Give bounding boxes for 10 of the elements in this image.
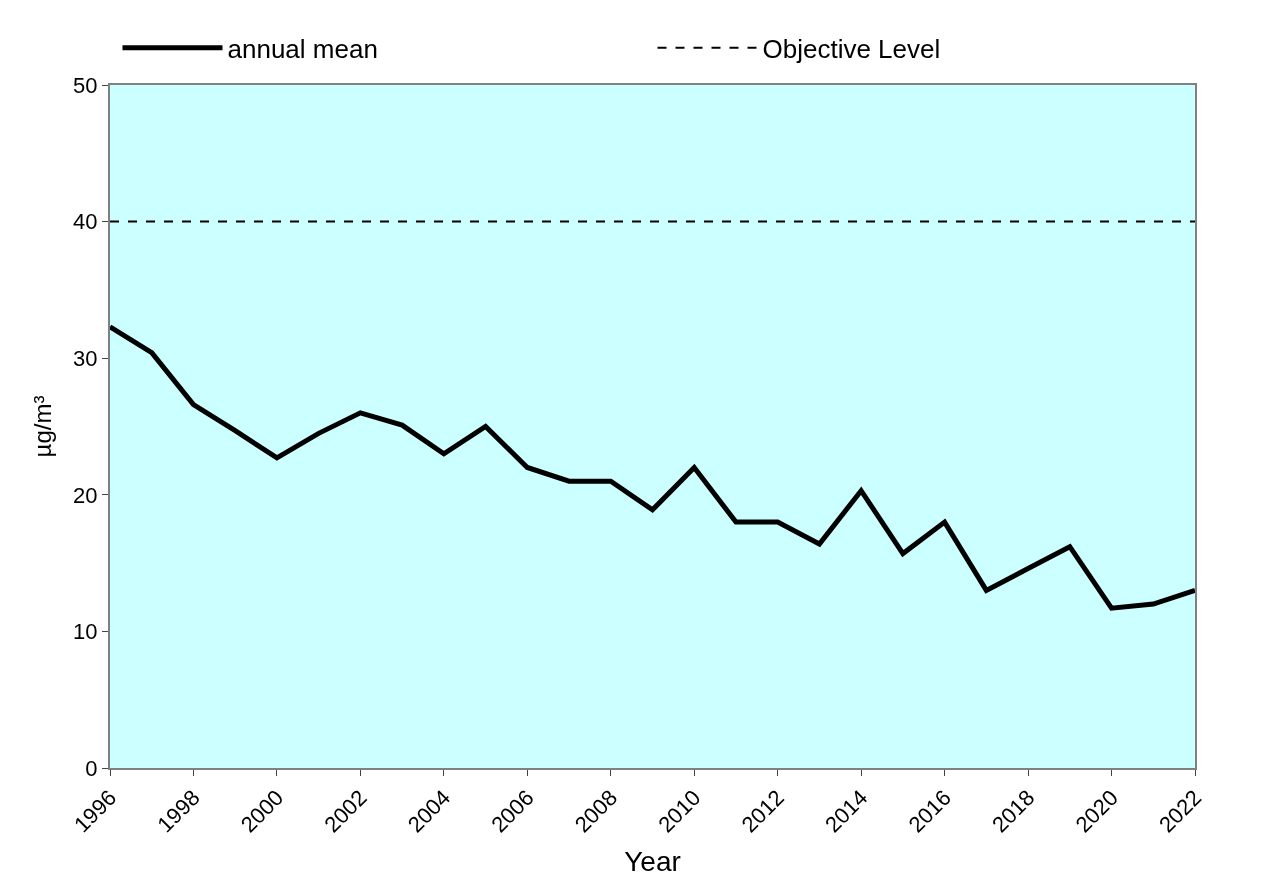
y-tick-label: 0 — [85, 755, 98, 781]
y-axis-title: µg/m³ — [28, 395, 56, 458]
y-tick-label: 40 — [73, 209, 98, 235]
x-axis-title: Year — [624, 845, 681, 877]
y-tick-label: 10 — [73, 619, 98, 645]
y-tick-label: 50 — [73, 72, 98, 98]
legend-label: Objective Level — [762, 33, 941, 64]
legend-label: annual mean — [227, 33, 378, 64]
y-tick-label: 20 — [73, 482, 98, 508]
y-tick-label: 30 — [73, 345, 98, 371]
